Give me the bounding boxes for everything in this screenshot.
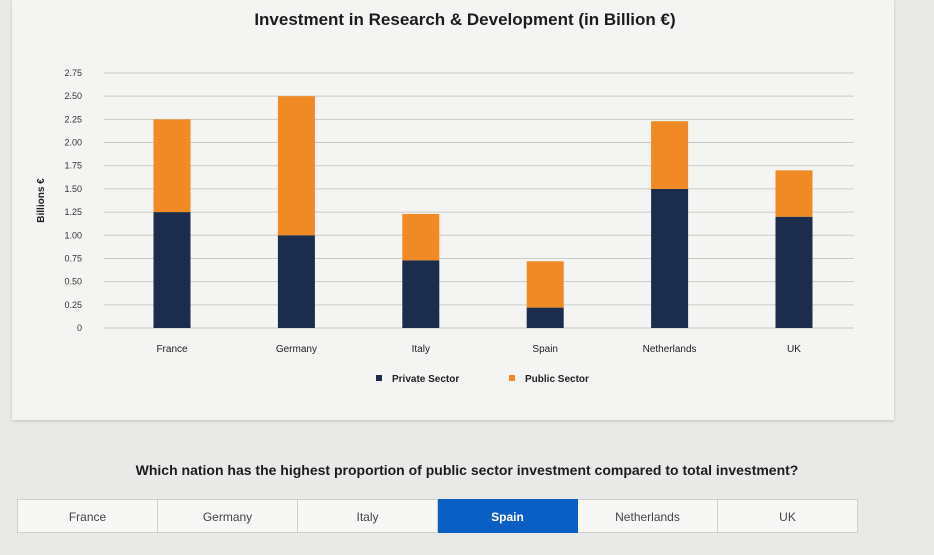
bar-germany-private	[277, 235, 315, 328]
legend-swatch	[509, 375, 515, 381]
bar-uk-public	[775, 170, 813, 217]
option-france[interactable]: France	[17, 499, 158, 533]
chart-panel: Investment in Research & Development (in…	[12, 0, 894, 420]
x-tick-label: Spain	[532, 344, 558, 355]
option-netherlands[interactable]: Netherlands	[578, 499, 718, 533]
answer-options: France Germany Italy Spain Netherlands U…	[17, 499, 858, 533]
bar-netherlands-private	[651, 188, 689, 328]
y-tick-label: 1.00	[64, 230, 82, 240]
y-tick-label: 0.50	[64, 277, 82, 287]
y-tick-label: 1.50	[64, 184, 82, 194]
option-italy[interactable]: Italy	[298, 499, 438, 533]
x-tick-label: France	[156, 344, 188, 355]
legend-label: Private Sector	[392, 374, 459, 385]
chart-title: Investment in Research & Development (in…	[254, 10, 675, 29]
option-germany[interactable]: Germany	[158, 499, 298, 533]
y-axis-label: Billions €	[36, 178, 47, 223]
y-tick-label: 0.75	[64, 253, 82, 263]
bar-chart: Investment in Research & Development (in…	[36, 10, 854, 385]
question-text: Which nation has the highest proportion …	[135, 462, 799, 478]
bar-italy-public	[402, 213, 440, 261]
y-tick-label: 1.25	[64, 207, 82, 217]
bar-netherlands-public	[651, 121, 689, 189]
bar-france-public	[153, 119, 191, 213]
y-tick-label: 2.50	[64, 91, 82, 101]
x-tick-label: Germany	[276, 344, 317, 355]
y-tick-label: 2.00	[64, 138, 82, 148]
y-tick-label: 1.75	[64, 161, 82, 171]
y-tick-label: 0	[77, 323, 82, 333]
x-tick-label: Netherlands	[643, 344, 697, 355]
bar-italy-private	[402, 260, 440, 328]
legend-swatch	[376, 375, 382, 381]
x-tick-label: Italy	[412, 344, 430, 355]
bar-spain-private	[526, 307, 564, 328]
y-tick-label: 2.25	[64, 114, 82, 124]
bar-uk-private	[775, 216, 813, 328]
y-tick-label: 2.75	[64, 68, 82, 78]
bar-spain-public	[526, 261, 564, 308]
bar-germany-public	[277, 96, 315, 236]
bar-france-private	[153, 212, 191, 328]
x-tick-label: UK	[787, 344, 801, 355]
option-spain[interactable]: Spain	[438, 499, 578, 533]
option-uk[interactable]: UK	[718, 499, 858, 533]
y-tick-label: 0.25	[64, 300, 82, 310]
legend-label: Public Sector	[525, 374, 589, 385]
